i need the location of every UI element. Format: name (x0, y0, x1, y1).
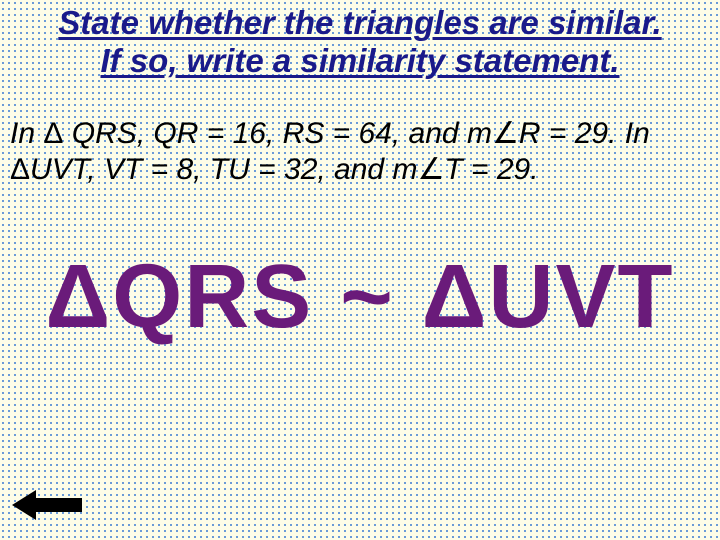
problem-part-3: R = 29. In (519, 117, 650, 150)
arrow-left-icon (12, 490, 82, 520)
triangle-symbol-1: Δ (43, 117, 63, 150)
back-arrow[interactable] (12, 490, 82, 520)
angle-symbol-1: ∠ (492, 117, 519, 150)
problem-part-4: UVT, VT = 8, TU = 32, and m (30, 153, 417, 186)
answer-text: ΔQRS ~ ΔUVT (0, 246, 720, 349)
problem-part-5: T = 29. (444, 153, 538, 186)
problem-part-2: QRS, QR = 16, RS = 64, and m (63, 117, 492, 150)
heading-line-2: If so, write a similarity statement. (10, 42, 710, 80)
problem-part-1: In (10, 117, 43, 150)
angle-symbol-2: ∠ (417, 153, 444, 186)
triangle-symbol-2: Δ (10, 153, 30, 186)
heading-line-1: State whether the triangles are similar. (10, 4, 710, 42)
problem-text: In Δ QRS, QR = 16, RS = 64, and m∠R = 29… (0, 88, 720, 188)
slide-background: State whether the triangles are similar.… (0, 0, 720, 540)
heading: State whether the triangles are similar.… (0, 0, 720, 88)
